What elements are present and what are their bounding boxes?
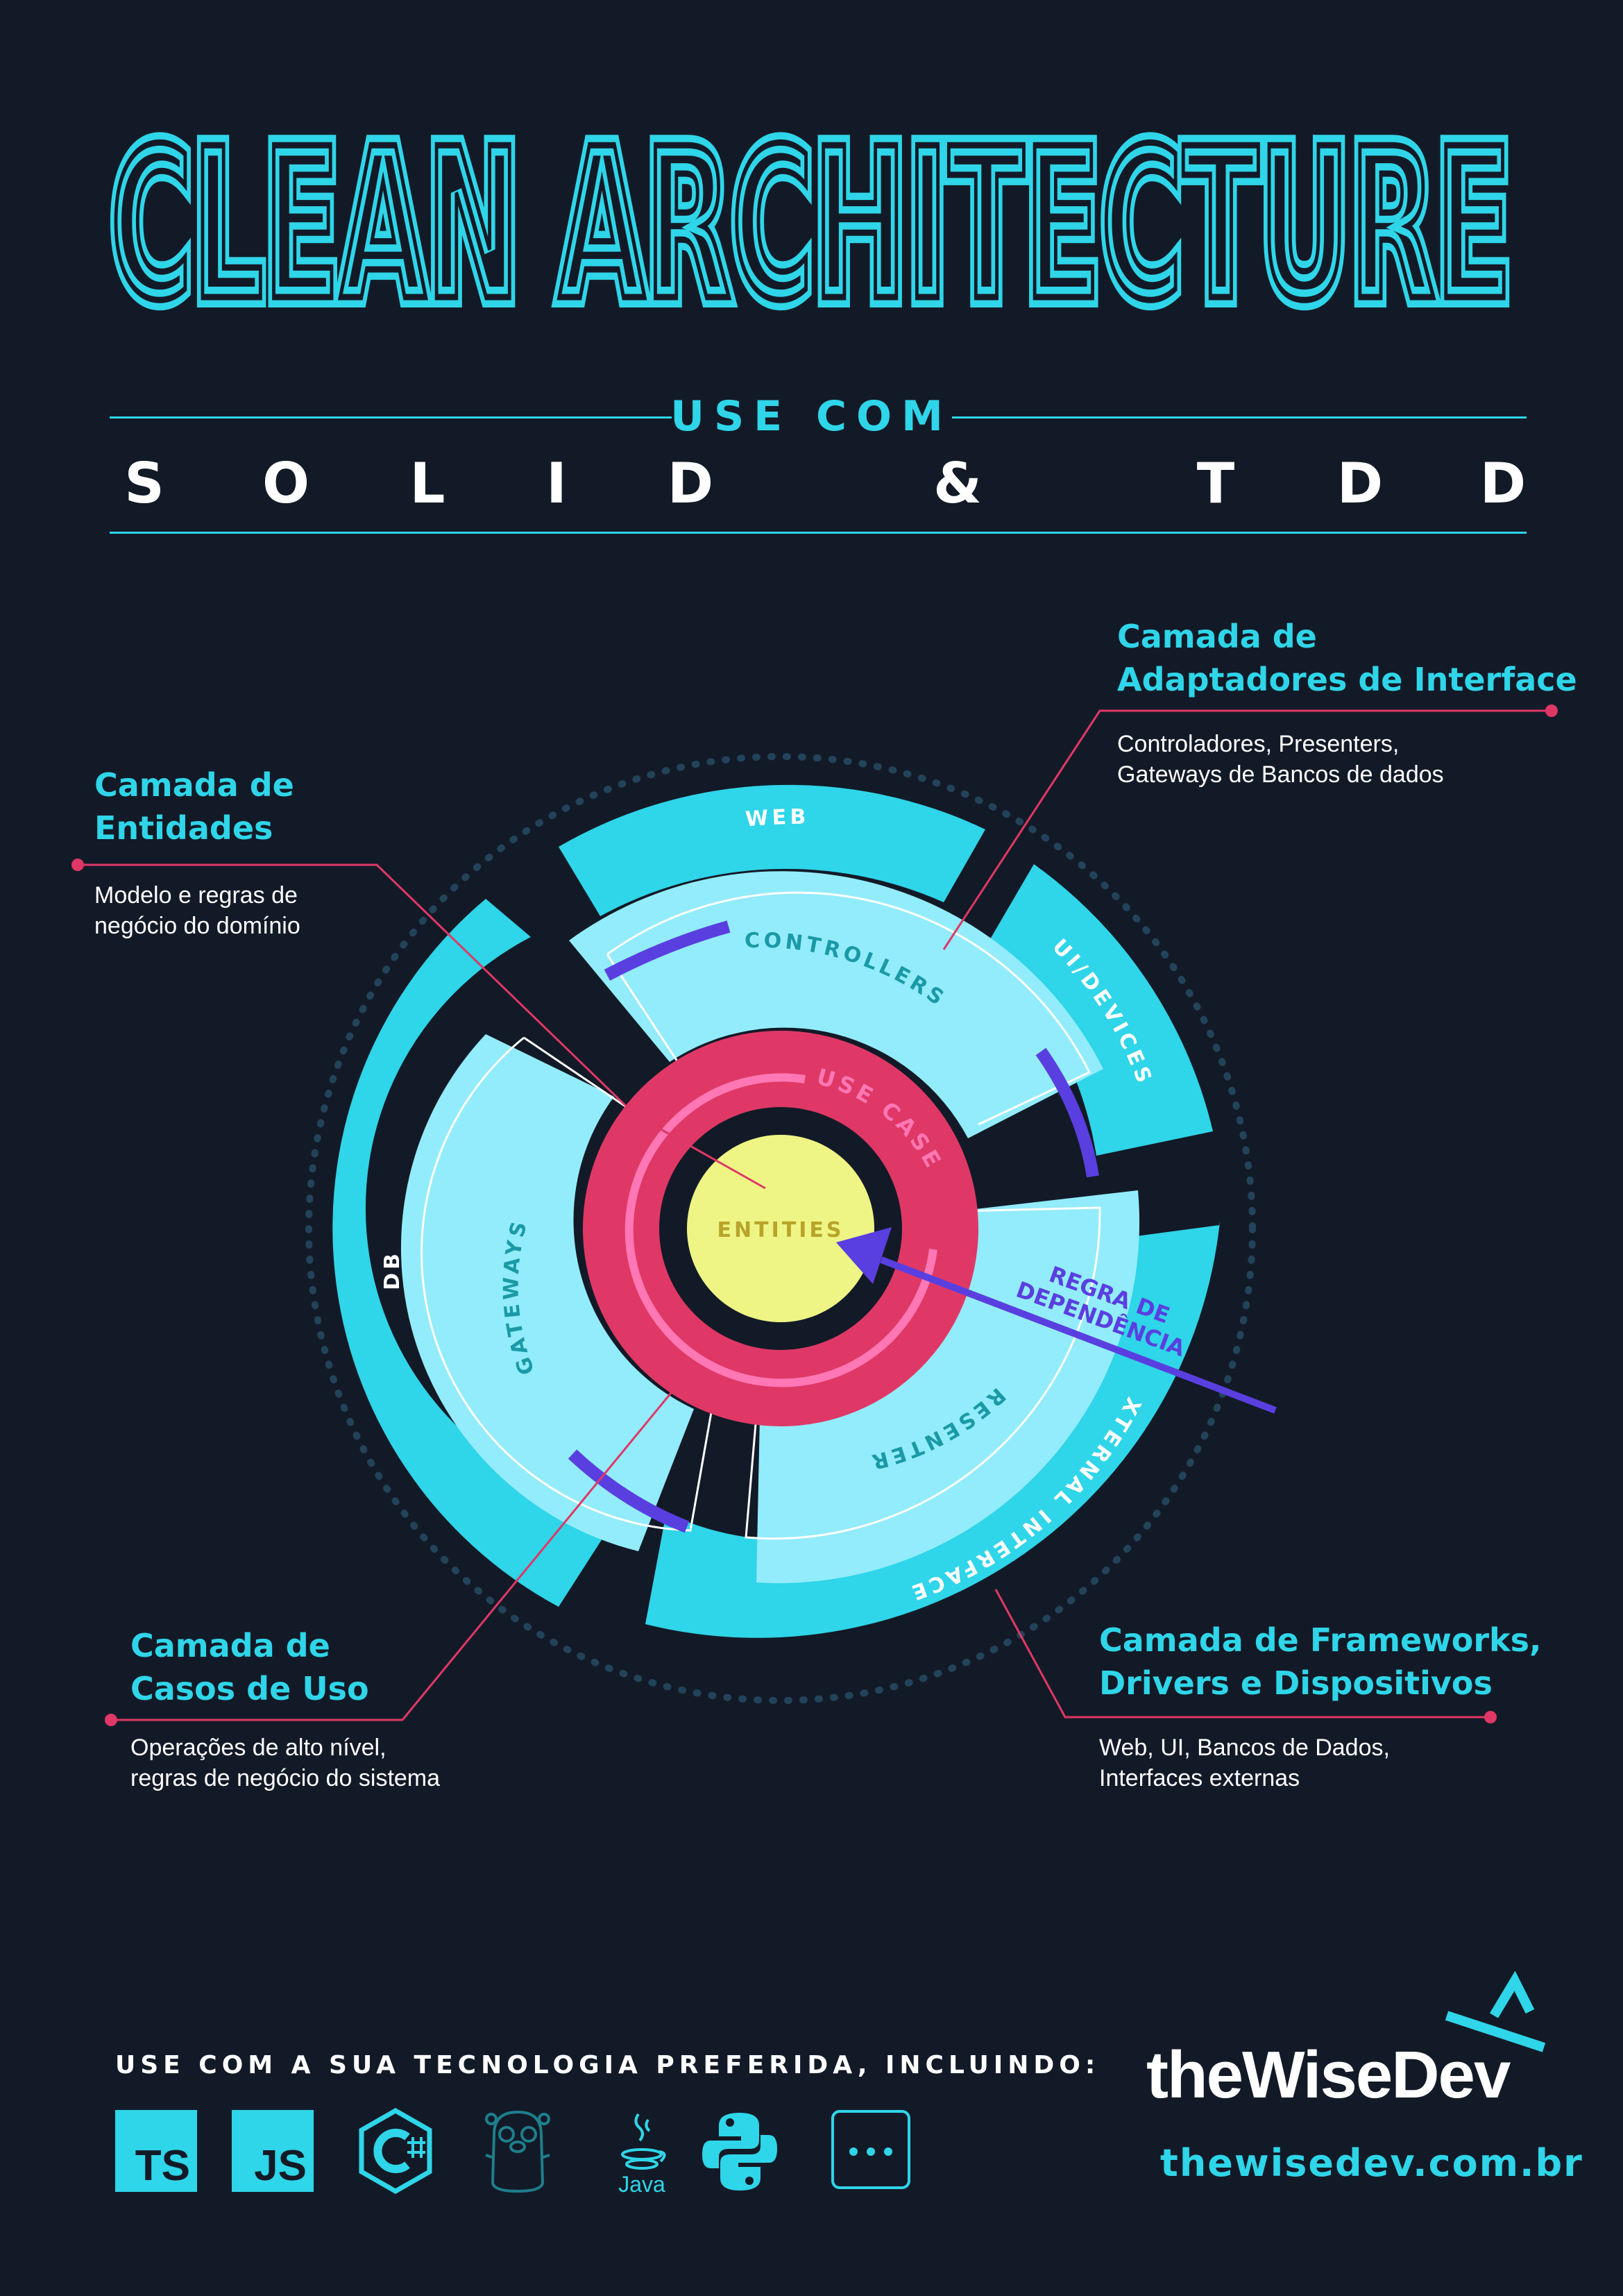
connector-entities bbox=[78, 863, 766, 1190]
letter-d2: D bbox=[1336, 451, 1384, 516]
connector-dot-use-cases bbox=[105, 1714, 117, 1726]
javascript-icon: JS bbox=[232, 2110, 314, 2192]
outer-dotted-ring bbox=[305, 753, 1256, 1704]
brand-name: theWiseDev bbox=[1146, 2038, 1511, 2112]
label-web: WEB bbox=[745, 805, 809, 832]
page-title: CLEAN ARCHITECTURE CLEAN ARCHITECTURE bbox=[100, 104, 1522, 326]
callout-adapters-desc: Controladores, Presenters, Gateways de Ba… bbox=[1117, 731, 1444, 788]
segment-presenters bbox=[756, 1190, 1140, 1583]
letter-t: T bbox=[1196, 451, 1235, 516]
connector-dot-adapters bbox=[1545, 704, 1558, 717]
connector-adapters bbox=[942, 709, 1552, 950]
letter-l: L bbox=[409, 451, 445, 516]
connector-frameworks bbox=[994, 1589, 1490, 1719]
label-entities: ENTITIES bbox=[717, 1218, 844, 1242]
rule-left bbox=[110, 416, 672, 419]
core-entities bbox=[687, 1135, 874, 1322]
wisedev-logo-icon bbox=[1445, 1971, 1546, 2052]
dependency-arrow-head bbox=[836, 1227, 892, 1284]
rule-bottom bbox=[110, 532, 1527, 534]
callout-entities-title: Camada de Entidades bbox=[94, 766, 294, 847]
connector-dot-frameworks bbox=[1484, 1711, 1497, 1723]
brand-url[interactable]: thewisedev.com.br bbox=[1160, 2141, 1583, 2185]
svg-text:Java: Java bbox=[618, 2172, 665, 2196]
letter-d: D bbox=[667, 451, 714, 516]
letter-d3: D bbox=[1479, 451, 1527, 516]
segment-external-interfaces bbox=[645, 1222, 1220, 1638]
typescript-icon-label: TS bbox=[135, 2142, 190, 2190]
tech-label: USE COM A SUA TECNOLOGIA PREFERIDA, INCL… bbox=[115, 2051, 1101, 2079]
connector-use-cases bbox=[111, 1377, 685, 1721]
subtitle: USE COM bbox=[670, 392, 953, 441]
guide-line-presenters bbox=[745, 1206, 1101, 1540]
rule-right bbox=[952, 416, 1527, 419]
segment-ui-devices bbox=[985, 864, 1213, 1156]
callout-entities-desc: Modelo e regras de negócio do domínio bbox=[94, 882, 300, 939]
segment-db bbox=[332, 899, 621, 1607]
segment-web bbox=[559, 784, 985, 916]
typescript-icon: TS bbox=[115, 2110, 197, 2192]
letter-o: O bbox=[262, 451, 309, 516]
guide-line-gateways bbox=[420, 1036, 713, 1532]
letter-s: S bbox=[124, 451, 164, 516]
more-icon bbox=[831, 2110, 910, 2189]
segment-gateways bbox=[400, 1034, 694, 1551]
letter-i: I bbox=[546, 451, 567, 516]
accent-arc-ui bbox=[1035, 1047, 1099, 1178]
callout-use-cases-title: Camada de Casos de Uso bbox=[130, 1627, 369, 1707]
svg-text:CLEAN ARCHITECTURE: CLEAN ARCHITECTURE bbox=[110, 104, 1512, 326]
dependency-arrow-line bbox=[880, 1256, 1277, 1414]
javascript-icon-label: JS bbox=[254, 2142, 307, 2190]
callout-use-cases-desc: Operações de alto nível, regras de negóci… bbox=[130, 1734, 441, 1791]
csharp-icon bbox=[359, 2108, 432, 2194]
svg-text:CLEAN ARCHITECTURE: CLEAN ARCHITECTURE bbox=[110, 104, 1512, 326]
accent-arc-gateways bbox=[568, 1449, 690, 1533]
callout-frameworks-title: Camada de Frameworks, Drivers e Dispositi… bbox=[1099, 1621, 1542, 1702]
letter-ampersand: & bbox=[933, 451, 982, 516]
label-db: DB bbox=[380, 1250, 405, 1290]
callout-adapters-title: Camada de Adaptadores de Interface bbox=[1117, 618, 1577, 698]
python-icon bbox=[702, 2113, 777, 2191]
connector-dot-entities bbox=[71, 859, 84, 871]
java-icon: Java bbox=[618, 2113, 666, 2196]
accent-arc-controllers bbox=[604, 920, 731, 981]
callout-frameworks-desc: Web, UI, Bancos de Dados, Interfaces exte… bbox=[1099, 1734, 1390, 1791]
architecture-diagram: WEB UI/DEVICES EXTERNAL INTERFACES DB CO… bbox=[0, 694, 1558, 1726]
gopher-icon bbox=[485, 2110, 550, 2193]
use-cases-highlight bbox=[624, 1073, 937, 1387]
